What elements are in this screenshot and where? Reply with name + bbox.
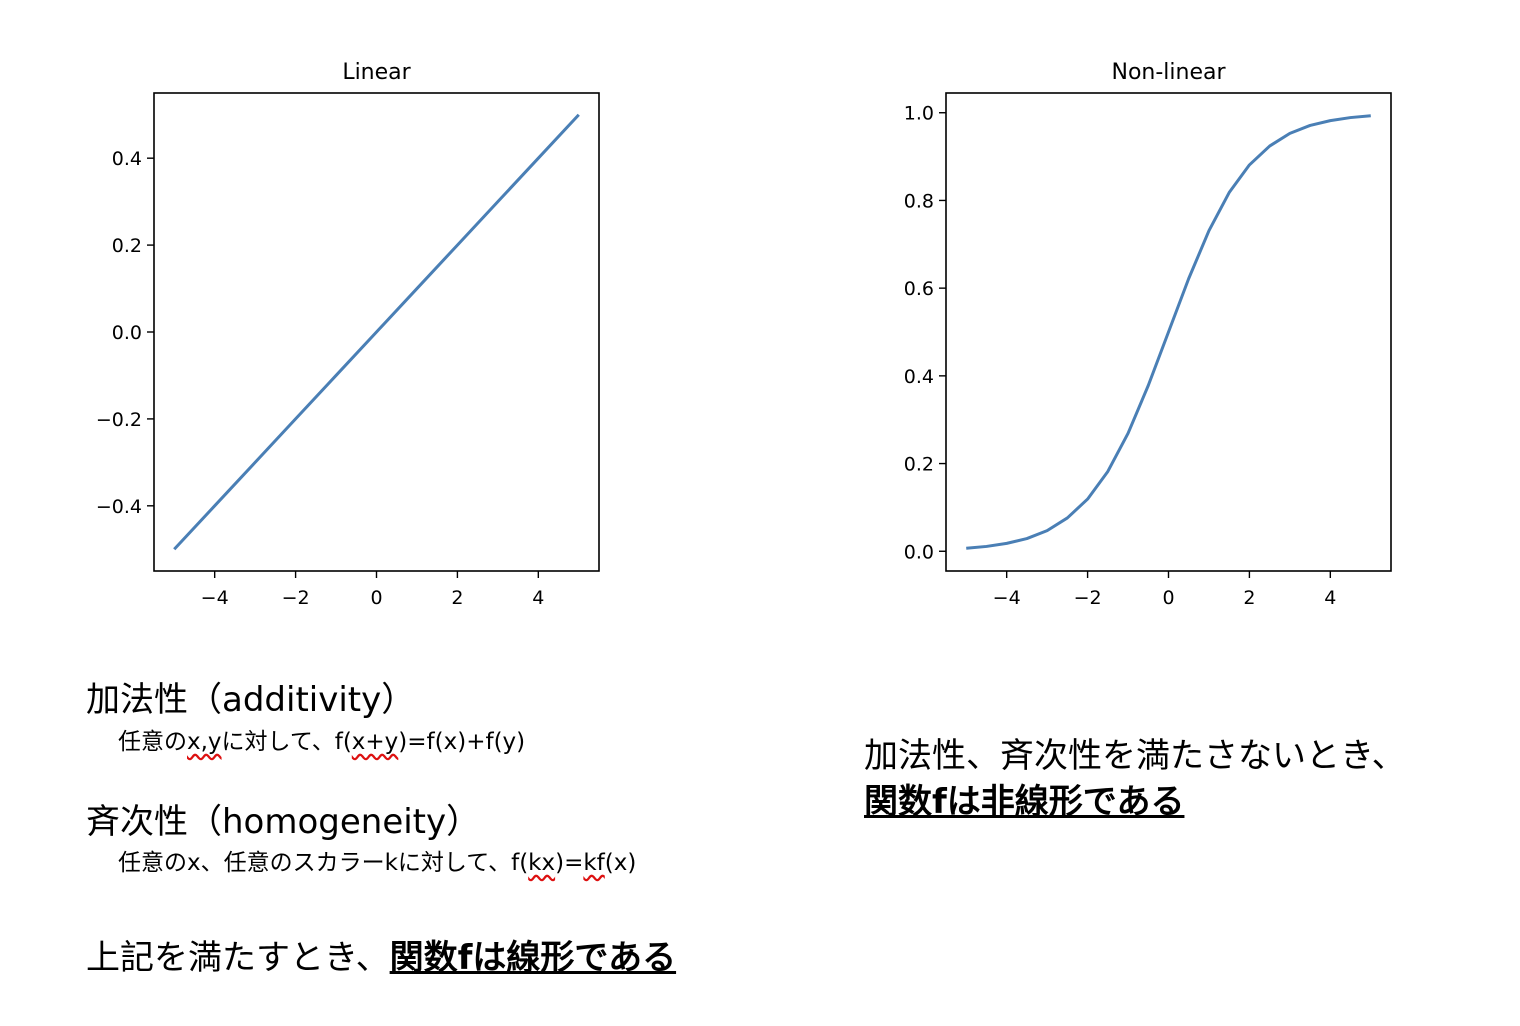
nonlinear-chart-title: Non-linear bbox=[1111, 60, 1226, 85]
nonlinear-conclusion-line1: 加法性、斉次性を満たさないとき、 bbox=[864, 736, 1406, 776]
linear-ytick-label: −0.4 bbox=[96, 496, 142, 518]
additivity-body-f3: )=f(x)+f(y) bbox=[398, 729, 526, 755]
linear-ytick-label: −0.2 bbox=[96, 409, 142, 431]
homogeneity-body-mid: )= bbox=[555, 850, 584, 876]
additivity-body-f2: x+y bbox=[351, 729, 399, 755]
nonlinear-ytick-label: 0.0 bbox=[904, 541, 934, 563]
linear-xtick-label: 2 bbox=[451, 587, 463, 609]
homogeneity-body-kf: kf bbox=[583, 850, 605, 876]
linear-conclusion-pre: 上記を満たすとき、 bbox=[86, 938, 390, 978]
nonlinear-chart: Non-linear −4 −2 0 2 4 0.0 0.2 0.4 0.6 0.8 1.0 bbox=[760, 0, 1520, 640]
additivity-body-xy: x,y bbox=[187, 729, 222, 755]
linear-ytick-label: 0.0 bbox=[112, 322, 142, 344]
nonlinear-chart-svg: Non-linear −4 −2 0 2 4 0.0 0.2 0.4 0.6 0.8 1.0 bbox=[904, 60, 1392, 609]
nonlinear-xtick-label: 4 bbox=[1324, 587, 1336, 609]
linear-conclusion: 上記を満たすとき、関数fは線形である bbox=[86, 930, 676, 979]
homogeneity-heading: 斉次性（homogeneity） bbox=[86, 802, 481, 842]
linear-conclusion-emph: 関数fは線形である bbox=[389, 938, 677, 978]
linear-xtick-label: 4 bbox=[532, 587, 544, 609]
nonlinear-conclusion-emph: 関数fは非線形である bbox=[864, 782, 1185, 822]
nonlinear-series-line-0 bbox=[966, 114, 1371, 550]
homogeneity-body-pre: 任意のx、任意のスカラーkに対して、f( bbox=[118, 850, 529, 876]
nonlinear-ytick-label: 0.6 bbox=[904, 278, 934, 300]
nonlinear-xtick-label: 0 bbox=[1162, 587, 1174, 609]
homogeneity-body-end: (x) bbox=[604, 850, 637, 876]
linear-chart-title: Linear bbox=[342, 60, 411, 85]
additivity-heading: 加法性（additivity） bbox=[86, 680, 416, 720]
linear-chart: Linear −4 −2 0 2 4 −0.4 −0.2 0.0 0.2 0.4 bbox=[0, 0, 760, 640]
nonlinear-ytick-label: 0.2 bbox=[904, 454, 934, 476]
additivity-body-f1: f( bbox=[334, 729, 352, 755]
nonlinear-ytick-label: 1.0 bbox=[904, 103, 934, 125]
additivity-body-mid: に対して、 bbox=[221, 729, 335, 755]
linear-ytick-label: 0.4 bbox=[112, 148, 142, 170]
nonlinear-xtick-label: −4 bbox=[993, 587, 1021, 609]
linear-chart-svg: Linear −4 −2 0 2 4 −0.4 −0.2 0.0 0.2 0.4 bbox=[96, 60, 600, 609]
linear-ytick-label: 0.2 bbox=[112, 235, 142, 257]
linear-xtick-label: −4 bbox=[201, 587, 229, 609]
homogeneity-body-kx: kx bbox=[528, 850, 556, 876]
linear-series-line-0 bbox=[173, 113, 580, 551]
nonlinear-ytick-label: 0.8 bbox=[904, 190, 934, 212]
nonlinear-xtick-label: 2 bbox=[1243, 587, 1255, 609]
nonlinear-ytick-label: 0.4 bbox=[904, 366, 934, 388]
nonlinear-xtick-label: −2 bbox=[1074, 587, 1102, 609]
homogeneity-body: 任意のx、任意のスカラーkに対して、f(kx)=kf(x) bbox=[118, 843, 636, 877]
additivity-body-pre: 任意の bbox=[118, 729, 187, 755]
additivity-body: 任意のx,yに対して、f(x+y)=f(x)+f(y) bbox=[118, 722, 525, 756]
linear-xtick-label: −2 bbox=[282, 587, 310, 609]
linear-xtick-label: 0 bbox=[370, 587, 382, 609]
